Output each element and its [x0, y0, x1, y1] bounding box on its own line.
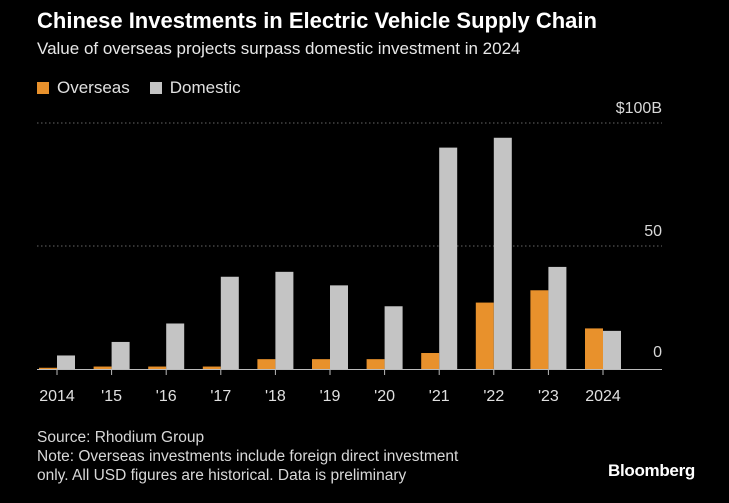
x-tick-label: '23: [538, 388, 559, 405]
bar-domestic: [330, 285, 348, 369]
legend-swatch-overseas: [37, 82, 49, 94]
x-tick-label: '21: [429, 388, 450, 405]
note-line-2: only. All USD figures are historical. Da…: [37, 467, 407, 484]
y-tick-label: $100B: [616, 100, 662, 117]
x-tick-label: '16: [156, 388, 177, 405]
x-tick-label: 2014: [39, 388, 75, 405]
bar-domestic: [166, 323, 185, 369]
source-note: Source: Rhodium Group: [37, 429, 205, 446]
y-tick-label: 50: [644, 223, 662, 240]
bar-overseas: [39, 367, 57, 369]
footer: Source: Rhodium Group Note: Overseas inv…: [37, 428, 458, 485]
bar-domestic: [548, 266, 567, 369]
x-tick-label: '19: [320, 388, 341, 405]
bar-overseas: [93, 366, 112, 369]
y-tick-label: 0: [653, 344, 662, 361]
x-tick-label: '17: [210, 388, 231, 405]
bar-overseas: [312, 359, 330, 369]
chart-subtitle: Value of overseas projects surpass domes…: [37, 39, 521, 58]
bar-overseas: [148, 366, 167, 369]
legend-label-domestic: Domestic: [169, 78, 241, 97]
bar-overseas: [585, 328, 603, 369]
bar-domestic: [439, 147, 458, 369]
bar-domestic: [220, 276, 239, 369]
bar-overseas: [530, 290, 549, 369]
x-tick-label: '15: [101, 388, 122, 405]
chart-title: Chinese Investments in Electric Vehicle …: [37, 8, 597, 33]
bar-overseas: [475, 302, 494, 369]
bar-domestic: [111, 341, 130, 369]
bar-overseas: [257, 359, 276, 369]
bar-domestic: [57, 355, 75, 369]
legend-item-overseas: Overseas: [37, 78, 130, 98]
bar-domestic: [493, 137, 512, 369]
bloomberg-logo: Bloomberg: [607, 461, 695, 480]
x-tick-label: '20: [374, 388, 395, 405]
bar-domestic: [384, 306, 403, 369]
legend: Overseas Domestic: [37, 78, 261, 98]
legend-item-domestic: Domestic: [149, 78, 241, 98]
note-line-1: Note: Overseas investments include forei…: [37, 448, 459, 465]
legend-label-overseas: Overseas: [57, 78, 130, 97]
bar-overseas: [202, 366, 221, 369]
bar-domestic: [275, 271, 294, 369]
x-tick-label: '18: [265, 388, 286, 405]
bar-overseas: [421, 353, 440, 369]
bar-overseas: [366, 359, 385, 369]
x-tick-label: '22: [483, 388, 504, 405]
legend-swatch-domestic: [149, 82, 162, 94]
x-tick-label: 2024: [585, 388, 621, 405]
bar-domestic: [603, 330, 621, 369]
